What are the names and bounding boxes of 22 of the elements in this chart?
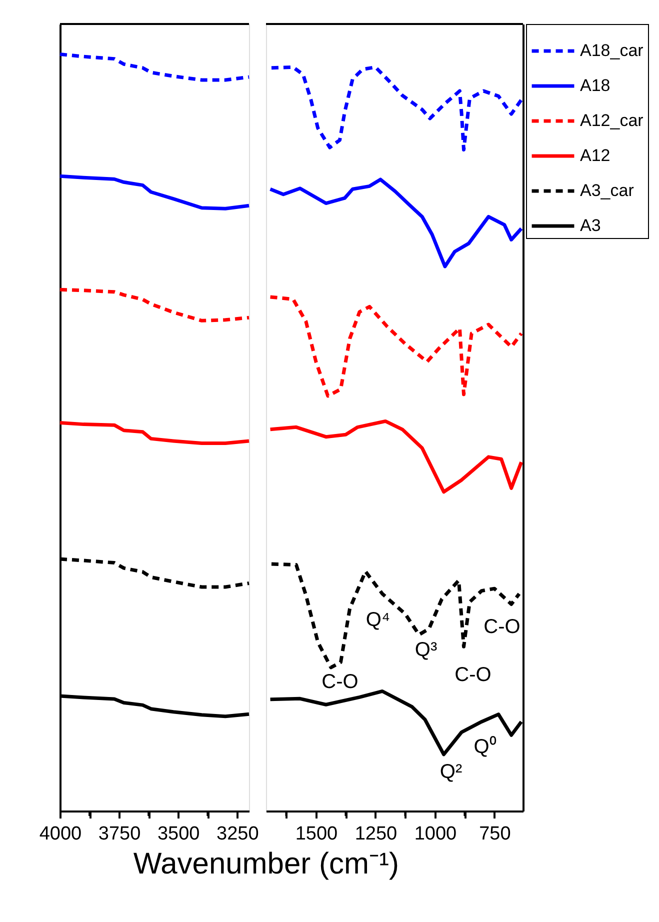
legend-label: A3_car: [580, 181, 634, 200]
legend-label: A12: [580, 146, 610, 165]
legend-label: A3: [580, 216, 601, 235]
legend-label: A18: [580, 76, 610, 95]
legend-label: A12_car: [580, 111, 644, 130]
x-axis-title: Wavenumber (cm⁻¹): [133, 848, 399, 880]
x-tick-label: 3250: [216, 824, 259, 844]
x-tick-label: 1250: [354, 824, 398, 844]
x-tick-label: 750: [479, 824, 511, 844]
annotation: C-O: [454, 664, 492, 686]
legend-label: A18_car: [580, 41, 644, 60]
x-tick-label: 3500: [157, 824, 200, 844]
annotation: C-O: [484, 616, 520, 638]
x-tick-label: 4000: [39, 824, 82, 844]
x-tick-label: 1000: [414, 824, 457, 844]
annotation: C-O: [322, 671, 358, 693]
annotation: Q³: [414, 639, 438, 661]
annotation: Q⁰: [474, 735, 496, 758]
x-tick-label: 1500: [295, 824, 338, 844]
annotation: Q²: [440, 761, 462, 783]
x-tick-label: 3750: [98, 824, 141, 844]
annotation: Q⁴: [366, 609, 390, 631]
